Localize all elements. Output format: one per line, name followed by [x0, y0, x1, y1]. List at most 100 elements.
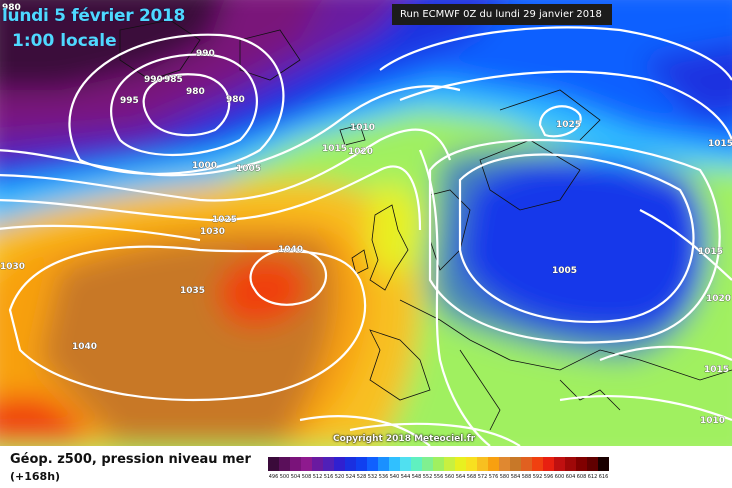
legend-swatch [323, 457, 334, 471]
legend-value: 604 [565, 474, 576, 480]
legend-swatch [290, 457, 301, 471]
isobar-label: 1030 [0, 262, 25, 272]
legend-value: 520 [334, 474, 345, 480]
legend-value: 616 [598, 474, 609, 480]
geopotential-field [0, 0, 732, 446]
legend-value: 564 [455, 474, 466, 480]
isobar-label: 1010 [350, 123, 375, 133]
legend-swatch [400, 457, 411, 471]
legend-value: 576 [488, 474, 499, 480]
isobar-label: 1025 [212, 215, 237, 225]
legend-swatch [422, 457, 433, 471]
legend-value: 556 [433, 474, 444, 480]
isobar-label: 1020 [706, 294, 731, 304]
legend-swatch [389, 457, 400, 471]
legend-swatch [510, 457, 521, 471]
legend-swatch [598, 457, 609, 471]
legend-value: 536 [378, 474, 389, 480]
legend-value: 608 [576, 474, 587, 480]
map-caption: Géop. z500, pression niveau mer [10, 452, 251, 467]
isobar-label: 980 [186, 87, 205, 97]
legend-swatch [576, 457, 587, 471]
legend-swatch [499, 457, 510, 471]
legend-swatch [543, 457, 554, 471]
legend-swatch [521, 457, 532, 471]
legend-value: 548 [411, 474, 422, 480]
isobar-labels: 980 990 985 990 995 980 980 1010 1015 10… [0, 3, 732, 427]
isobar-label: 1010 [700, 416, 725, 426]
legend-swatch [554, 457, 565, 471]
isobar-label: 985 [164, 75, 183, 85]
legend-value: 524 [345, 474, 356, 480]
legend-swatch [279, 457, 290, 471]
run-label: Run ECMWF 0Z du lundi 29 janvier 2018 [392, 4, 612, 25]
legend-swatch [455, 457, 466, 471]
legend-swatch [356, 457, 367, 471]
isobars [0, 26, 732, 446]
legend-value: 596 [543, 474, 554, 480]
legend-value: 544 [400, 474, 411, 480]
legend-swatch [334, 457, 345, 471]
copyright: Copyright 2018 Meteociel.fr [333, 434, 476, 444]
legend-value: 600 [554, 474, 565, 480]
weather-map: 980 990 985 990 995 980 980 1010 1015 10… [0, 0, 732, 446]
legend-value: 568 [466, 474, 477, 480]
legend-swatch [268, 457, 279, 471]
legend-swatch [378, 457, 389, 471]
isobar-label: 1015 [704, 365, 729, 375]
legend-swatch [312, 457, 323, 471]
legend-value: 580 [499, 474, 510, 480]
legend-value: 592 [532, 474, 543, 480]
isobar-label: 980 [2, 3, 21, 13]
isobar-label: 990 [144, 75, 163, 85]
isobar-label: 1015 [322, 144, 347, 154]
isobar-label: 1005 [552, 266, 577, 276]
legend-value: 532 [367, 474, 378, 480]
legend-swatch [466, 457, 477, 471]
isobar-label: 980 [226, 95, 245, 105]
legend-value: 500 [279, 474, 290, 480]
legend-swatch [565, 457, 576, 471]
legend-swatch [488, 457, 499, 471]
forecast-time: 1:00 locale [12, 31, 117, 51]
isobar-label: 1025 [556, 120, 581, 130]
legend-swatch [411, 457, 422, 471]
legend-value: 584 [510, 474, 521, 480]
color-legend-labels: 496 500 504 508 512 516 520 524 528 532 536 540 544 5… [268, 474, 609, 480]
legend-swatch [587, 457, 598, 471]
isobar-label: 1000 [192, 161, 217, 171]
isobar-label: 1040 [278, 245, 303, 255]
legend-value: 528 [356, 474, 367, 480]
legend-swatch [477, 457, 488, 471]
isobar-label: 1030 [200, 227, 225, 237]
legend-swatch [367, 457, 378, 471]
legend-swatch [444, 457, 455, 471]
isobar-label: 1005 [236, 164, 261, 174]
legend-swatch [532, 457, 543, 471]
legend-value: 496 [268, 474, 279, 480]
legend-value: 516 [323, 474, 334, 480]
map-caption-lead-time: (+168h) [10, 470, 61, 483]
legend-swatch [433, 457, 444, 471]
legend-value: 572 [477, 474, 488, 480]
legend-value: 588 [521, 474, 532, 480]
legend-swatch [345, 457, 356, 471]
isobar-label: 990 [196, 49, 215, 59]
legend-value: 512 [312, 474, 323, 480]
color-legend [268, 457, 609, 471]
legend-value: 504 [290, 474, 301, 480]
legend-value: 612 [587, 474, 598, 480]
forecast-date: lundi 5 février 2018 [2, 6, 186, 26]
legend-value: 552 [422, 474, 433, 480]
isobar-label: 1015 [708, 139, 732, 149]
legend-value: 508 [301, 474, 312, 480]
legend-value: 560 [444, 474, 455, 480]
legend-value: 540 [389, 474, 400, 480]
legend-swatch [301, 457, 312, 471]
isobar-label: 1020 [348, 147, 373, 157]
isobar-label: 1040 [72, 342, 97, 352]
isobar-label: 1015 [698, 247, 723, 257]
isobar-label: 995 [120, 96, 139, 106]
isobar-label: 1035 [180, 286, 205, 296]
